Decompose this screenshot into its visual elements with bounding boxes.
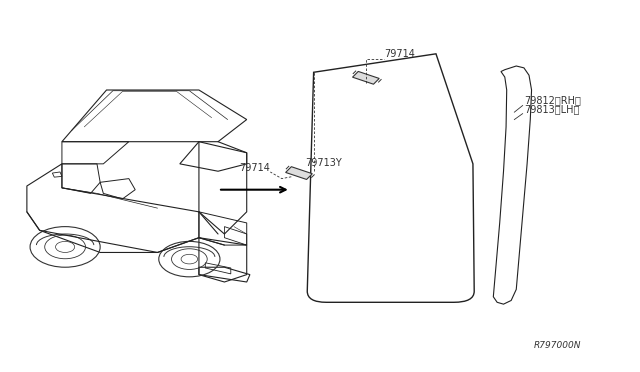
- Text: R797000N: R797000N: [534, 341, 581, 350]
- Text: 79713Y: 79713Y: [305, 157, 342, 167]
- Text: 79714: 79714: [239, 163, 270, 173]
- Text: 79714: 79714: [384, 49, 415, 59]
- FancyBboxPatch shape: [285, 167, 312, 179]
- Text: 79813〈LH〉: 79813〈LH〉: [524, 104, 579, 114]
- FancyBboxPatch shape: [353, 71, 380, 84]
- Text: 79812〈RH〉: 79812〈RH〉: [524, 95, 580, 105]
